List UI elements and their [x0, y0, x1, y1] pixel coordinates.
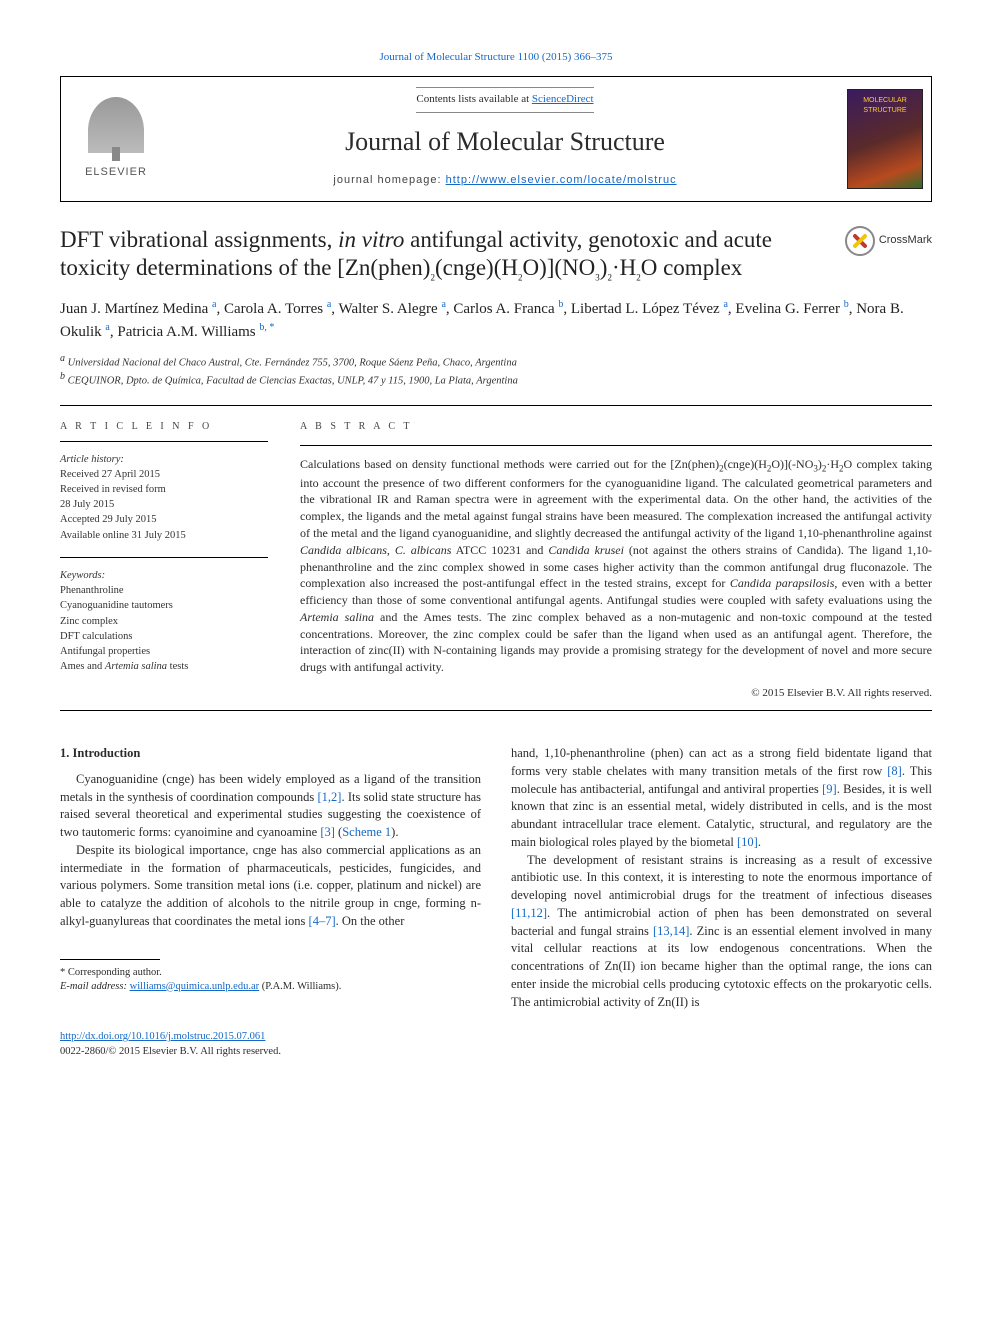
publisher-name: ELSEVIER [85, 165, 147, 181]
rule-keywords [60, 557, 268, 558]
crossmark-icon [845, 226, 875, 256]
keywords-label: Keywords: [60, 568, 268, 583]
affiliations: a Universidad Nacional del Chaco Austral… [60, 352, 932, 389]
crossmark-label: CrossMark [879, 233, 932, 249]
affiliation-a: a Universidad Nacional del Chaco Austral… [60, 352, 932, 371]
journal-header: ELSEVIER Contents lists available at Sci… [60, 76, 932, 202]
history-line: Accepted 29 July 2015 [60, 512, 268, 527]
article-info-head: A R T I C L E I N F O [60, 420, 268, 435]
authors-list: Juan J. Martínez Medina a, Carola A. Tor… [60, 298, 932, 344]
article-history-label: Article history: [60, 452, 268, 467]
rule-abstract [300, 445, 932, 446]
keyword: Phenanthroline [60, 583, 268, 598]
article-history: Article history: Received 27 April 2015 … [60, 452, 268, 543]
keyword: Zinc complex [60, 614, 268, 629]
body-paragraph: Cyanoguanidine (cnge) has been widely em… [60, 771, 481, 842]
history-line: 28 July 2015 [60, 497, 268, 512]
journal-cover-thumb: MOLECULAR STRUCTURE [847, 89, 923, 189]
abstract-copyright: © 2015 Elsevier B.V. All rights reserved… [300, 686, 932, 702]
contents-lists-line: Contents lists available at ScienceDirec… [416, 87, 593, 113]
footnote-corr: * Corresponding author. [60, 966, 481, 980]
crossmark-widget[interactable]: CrossMark [845, 226, 932, 256]
journal-homepage-line: journal homepage: http://www.elsevier.co… [179, 173, 831, 189]
body-paragraph: hand, 1,10-phenanthroline (phen) can act… [511, 745, 932, 852]
keyword: DFT calculations [60, 629, 268, 644]
history-line: Received 27 April 2015 [60, 467, 268, 482]
rule-above-info [60, 405, 932, 406]
footnote-email-who: (P.A.M. Williams). [262, 981, 342, 992]
keyword: Antifungal properties [60, 644, 268, 659]
body-columns: 1. Introduction Cyanoguanidine (cnge) ha… [60, 745, 932, 1011]
history-line: Available online 31 July 2015 [60, 528, 268, 543]
body-paragraph: The development of resistant strains is … [511, 852, 932, 1012]
doi-copyright: 0022-2860/© 2015 Elsevier B.V. All right… [60, 1044, 932, 1059]
publisher-logo-cell: ELSEVIER [61, 77, 171, 201]
contents-prefix: Contents lists available at [416, 93, 531, 105]
journal-name: Journal of Molecular Structure [179, 123, 831, 161]
corresponding-author-footnote: * Corresponding author. E-mail address: … [60, 966, 481, 994]
doi-link[interactable]: http://dx.doi.org/10.1016/j.molstruc.201… [60, 1031, 265, 1042]
keyword: Cyanoguanidine tautomers [60, 598, 268, 613]
abstract-text: Calculations based on density functional… [300, 456, 932, 677]
footnote-email-label: E-mail address: [60, 981, 127, 992]
keyword: Ames and Artemia salina tests [60, 659, 268, 674]
rule-info [60, 441, 268, 442]
cover-thumb-cell: MOLECULAR STRUCTURE [839, 77, 931, 201]
keywords-block: Keywords: Phenanthroline Cyanoguanidine … [60, 568, 268, 675]
doi-block: http://dx.doi.org/10.1016/j.molstruc.201… [60, 1029, 932, 1059]
abstract-head: A B S T R A C T [300, 420, 932, 435]
history-line: Received in revised form [60, 482, 268, 497]
article-title: DFT vibrational assignments, in vitro an… [60, 226, 833, 285]
abstract-column: A B S T R A C T Calculations based on de… [300, 420, 932, 702]
footnote-separator [60, 959, 160, 960]
rule-below-abstract [60, 710, 932, 711]
affiliation-b: b CEQUINOR, Dpto. de Química, Facultad d… [60, 370, 932, 389]
body-paragraph: Despite its biological importance, cnge … [60, 842, 481, 931]
journal-homepage-link[interactable]: http://www.elsevier.com/locate/molstruc [446, 174, 677, 186]
section-heading-intro: 1. Introduction [60, 745, 481, 763]
journal-homepage-prefix: journal homepage: [333, 174, 445, 186]
journal-header-center: Contents lists available at ScienceDirec… [171, 77, 839, 201]
elsevier-logo: ELSEVIER [85, 97, 147, 181]
elsevier-tree-icon [88, 97, 144, 153]
running-header: Journal of Molecular Structure 1100 (201… [60, 50, 932, 66]
sciencedirect-link[interactable]: ScienceDirect [532, 93, 594, 105]
article-info-column: A R T I C L E I N F O Article history: R… [60, 420, 268, 702]
footnote-email-link[interactable]: williams@quimica.unlp.edu.ar [130, 981, 260, 992]
